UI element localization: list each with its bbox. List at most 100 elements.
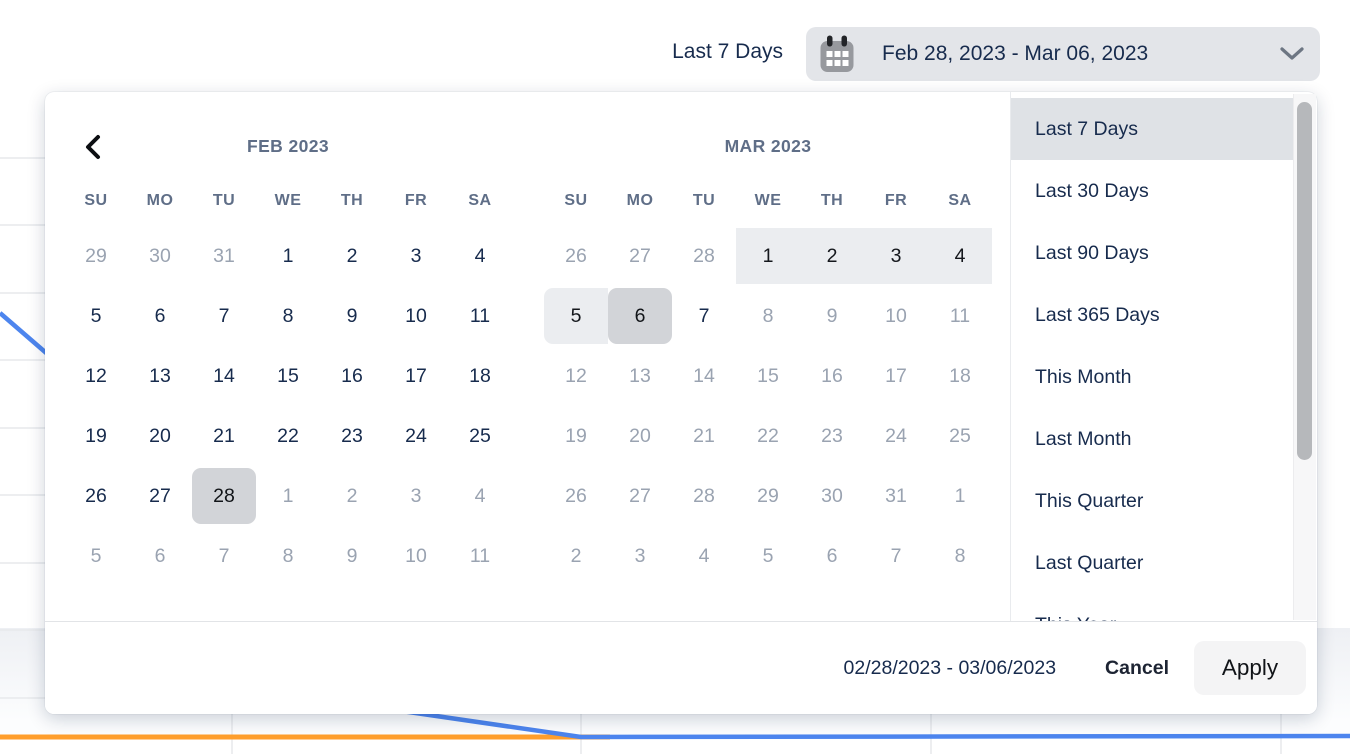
preset-item[interactable]: This Month (1035, 365, 1132, 388)
day-cell[interactable]: 21 (213, 424, 235, 447)
day-cell: 9 (826, 304, 838, 327)
day-cell: 1 (282, 484, 294, 507)
day-cell: 29 (85, 244, 107, 267)
day-cell[interactable]: 24 (405, 424, 427, 447)
day-cell[interactable]: 10 (405, 304, 427, 327)
day-cell: 4 (474, 484, 486, 507)
day-cell: 29 (757, 484, 779, 507)
day-cell: 8 (954, 544, 966, 567)
day-cell: 31 (885, 484, 907, 507)
day-cell: 4 (698, 544, 710, 567)
day-cell[interactable]: 22 (277, 424, 299, 447)
preset-item[interactable]: Last 90 Days (1035, 241, 1149, 264)
day-cell: 20 (629, 424, 651, 447)
day-cell: 24 (885, 424, 907, 447)
weekday-label: TU (692, 192, 716, 209)
day-cell[interactable]: 1 (282, 244, 294, 267)
day-cell: 31 (213, 244, 235, 267)
month-title: FEB 2023 (247, 136, 329, 156)
day-cell[interactable]: 18 (469, 364, 491, 387)
day-cell[interactable]: 16 (341, 364, 363, 387)
day-cell[interactable]: 2 (800, 228, 864, 284)
preset-item[interactable]: This Quarter (1035, 489, 1144, 512)
scrollbar-thumb[interactable] (1297, 102, 1312, 460)
day-cell[interactable]: 11 (469, 304, 491, 327)
day-cell: 11 (469, 544, 491, 567)
preset-item[interactable]: Last 7 Days (1011, 98, 1295, 160)
day-cell[interactable]: 17 (405, 364, 427, 387)
day-cell: 27 (629, 484, 651, 507)
date-picker-popover: FEB 2023 SU MO TU WE TH FR SA 29 30 31 1 2 3 4 5 6 7 8 9 1… (45, 92, 1317, 714)
day-cell[interactable]: 2 (346, 244, 358, 267)
day-cell: 3 (634, 544, 646, 567)
day-cell: 30 (149, 244, 171, 267)
day-cell[interactable]: 3 (410, 244, 422, 267)
day-cell: 26 (565, 244, 587, 267)
day-cell[interactable]: 6 (154, 304, 166, 327)
day-cell: 28 (693, 244, 715, 267)
day-cell: 19 (565, 424, 587, 447)
footer-range-text: 02/28/2023 - 03/06/2023 (843, 656, 1057, 679)
day-cell[interactable]: 28 (192, 468, 256, 524)
day-cell[interactable]: 3 (864, 228, 928, 284)
preset-item[interactable]: This Year (1011, 594, 1295, 622)
preset-item[interactable]: Last Quarter (1035, 551, 1144, 574)
day-cell[interactable]: 7 (218, 304, 230, 327)
day-cell[interactable]: 20 (149, 424, 171, 447)
day-cell[interactable]: 7 (698, 304, 710, 327)
day-cell[interactable]: 23 (341, 424, 363, 447)
day-cell[interactable]: 6 (608, 288, 672, 344)
apply-button[interactable]: Apply (1194, 641, 1306, 695)
day-cell: 30 (821, 484, 843, 507)
day-cell[interactable]: 13 (149, 364, 171, 387)
day-cell: 6 (826, 544, 838, 567)
day-cell[interactable]: 5 (544, 288, 608, 344)
day-cell: 11 (949, 304, 971, 327)
preset-item[interactable]: Last 30 Days (1035, 179, 1149, 202)
preset-item[interactable]: Last 365 Days (1035, 303, 1160, 326)
day-cell: 22 (757, 424, 779, 447)
preset-sidebar: Last 7 Days Last 30 Days Last 90 Days Last … (1010, 92, 1317, 621)
day-cell: 23 (821, 424, 843, 447)
weekday-header: SU MO TU WE TH FR SA (544, 192, 992, 210)
preset-item[interactable]: Last Month (1035, 427, 1132, 450)
weekday-label: WE (274, 192, 302, 209)
weekday-label: MO (146, 192, 174, 209)
month-march: MAR 2023 SU MO TU WE TH FR SA 26 27 28 1 2 3 4 5 6 7 8 9 1… (544, 92, 992, 584)
day-cell[interactable]: 26 (85, 484, 107, 507)
day-cell: 1 (954, 484, 966, 507)
day-cell[interactable]: 4 (928, 228, 992, 284)
day-cell[interactable]: 27 (149, 484, 171, 507)
day-cell: 16 (821, 364, 843, 387)
cancel-button[interactable]: Cancel (1105, 656, 1169, 679)
chevron-down-icon (1280, 47, 1304, 61)
day-cell: 15 (757, 364, 779, 387)
day-cell[interactable]: 4 (474, 244, 486, 267)
chevron-left-icon (86, 135, 100, 159)
day-cell[interactable]: 15 (277, 364, 299, 387)
date-range-picker-button[interactable]: Feb 28, 2023 - Mar 06, 2023 (806, 27, 1320, 81)
weekday-label: SA (948, 192, 972, 209)
day-cell: 18 (949, 364, 971, 387)
day-cell[interactable]: 25 (469, 424, 491, 447)
day-cell: 21 (693, 424, 715, 447)
day-cell[interactable]: 5 (90, 304, 102, 327)
day-cell: 5 (762, 544, 774, 567)
preset-list: Last 7 Days Last 30 Days Last 90 Days Last … (1011, 92, 1317, 621)
day-cell[interactable]: 19 (85, 424, 107, 447)
previous-month-button[interactable] (80, 132, 106, 162)
day-cell: 25 (949, 424, 971, 447)
day-cell: 12 (565, 364, 587, 387)
weekday-label: TH (820, 192, 844, 209)
weekday-label: WE (754, 192, 782, 209)
day-cell[interactable]: 9 (346, 304, 358, 327)
day-cell[interactable]: 1 (736, 228, 800, 284)
day-cell[interactable]: 14 (213, 364, 235, 387)
day-cell: 2 (570, 544, 582, 567)
day-cell[interactable]: 8 (282, 304, 294, 327)
day-cell: 2 (346, 484, 358, 507)
day-cell[interactable]: 12 (85, 364, 107, 387)
day-cell: 7 (218, 544, 230, 567)
day-cell: 26 (565, 484, 587, 507)
scrollbar-track[interactable] (1293, 94, 1316, 620)
